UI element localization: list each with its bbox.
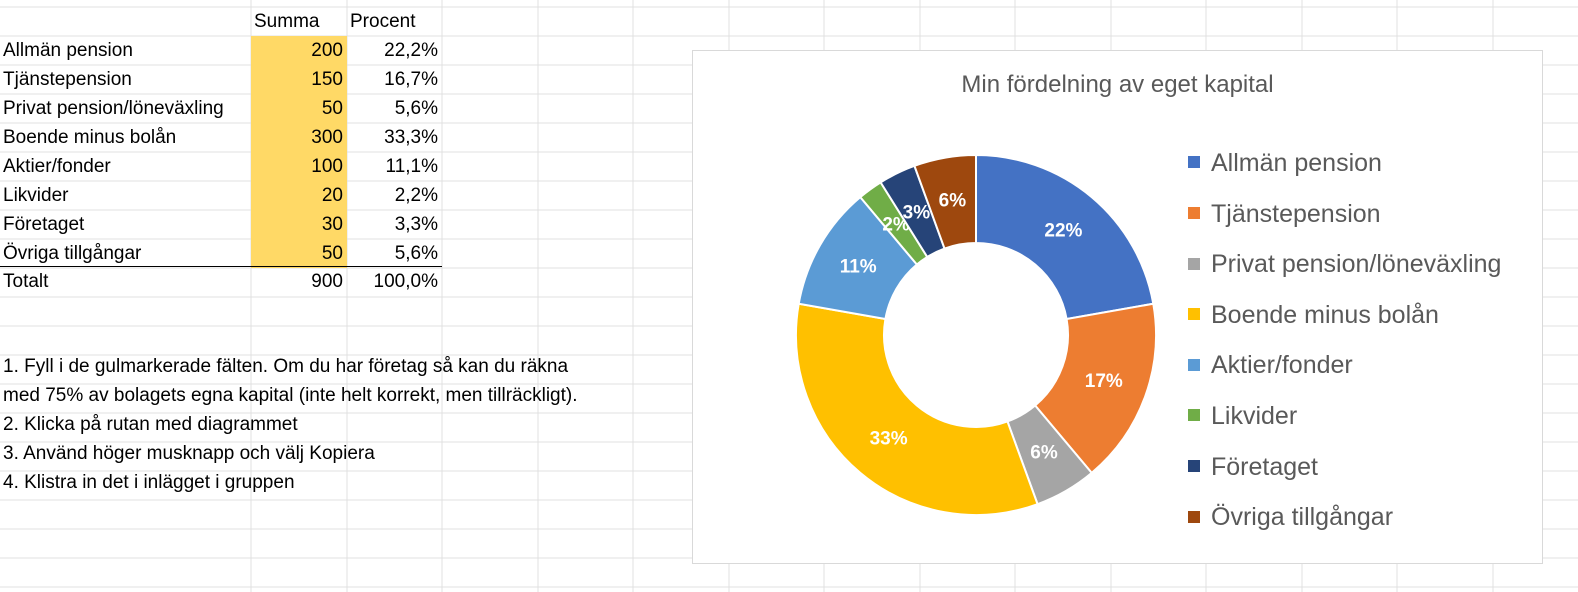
instruction-line-2[interactable]: med 75% av bolagets egna kapital (inte h… [3, 385, 578, 406]
slice-data-label: 22% [1044, 220, 1082, 241]
legend-label: Övriga tillgångar [1211, 503, 1394, 532]
legend-swatch [1188, 206, 1200, 219]
row-procent[interactable]: 33,3% [384, 127, 438, 148]
legend-entry: Aktier/fonder [1188, 350, 1353, 380]
legend-label: Aktier/fonder [1211, 351, 1353, 380]
legend-swatch [1188, 257, 1200, 270]
donut-slice [975, 153, 1155, 321]
legend-entry: Allmän pension [1188, 148, 1382, 178]
legend-swatch [1188, 156, 1200, 169]
row-summa[interactable]: 200 [251, 36, 347, 65]
row-summa[interactable]: 20 [251, 181, 347, 210]
total-label[interactable]: Totalt [0, 266, 251, 295]
row-procent[interactable]: 11,1% [385, 156, 438, 177]
row-summa[interactable]: 150 [251, 65, 347, 94]
legend-entry: Övriga tillgångar [1188, 502, 1393, 532]
legend-swatch [1188, 308, 1200, 321]
legend-label: Boende minus bolån [1211, 300, 1439, 329]
total-procent[interactable]: 100,0% [347, 266, 442, 295]
instruction-line-4[interactable]: 3. Använd höger musknapp och välj Kopier… [3, 443, 375, 464]
slice-data-label: 6% [939, 191, 967, 212]
instruction-line-1[interactable]: 1. Fyll i de gulmarkerade fälten. Om du … [3, 356, 569, 377]
legend-label: Tjänstepension [1211, 199, 1381, 228]
legend-label: Likvider [1211, 402, 1298, 430]
row-procent[interactable]: 5,6% [394, 243, 438, 264]
row-label[interactable]: Allmän pension [3, 40, 133, 61]
row-label[interactable]: Företaget [3, 214, 85, 235]
legend-swatch [1188, 510, 1200, 523]
row-procent[interactable]: 3,3% [394, 214, 438, 235]
legend-label: Allmän pension [1211, 149, 1382, 177]
row-procent[interactable]: 2,2% [394, 185, 438, 206]
legend-swatch [1188, 409, 1200, 422]
legend-label: Privat pension/löneväxling [1211, 250, 1502, 279]
legend-entry: Företaget [1188, 452, 1318, 482]
legend-label: Företaget [1211, 452, 1319, 481]
chart-title: Min fördelning av eget kapital [961, 71, 1274, 98]
header-procent[interactable]: Procent [350, 11, 416, 32]
instruction-line-5[interactable]: 4. Klistra in det i inlägget i gruppen [3, 472, 295, 493]
slice-data-label: 33% [870, 429, 908, 450]
donut-chart[interactable]: Min fördelning av eget kapital 22% 17% 6% 3… [692, 50, 1543, 564]
slice-data-label: 3% [903, 202, 931, 223]
slice-data-label: 11% [840, 257, 877, 278]
row-label[interactable]: Likvider [3, 185, 69, 206]
legend-swatch [1188, 358, 1200, 371]
row-label[interactable]: Tjänstepension [3, 69, 132, 90]
row-procent[interactable]: 16,7% [384, 69, 438, 90]
row-label[interactable]: Övriga tillgångar [3, 243, 142, 264]
row-summa[interactable]: 300 [251, 123, 347, 152]
donut-slice [913, 153, 977, 250]
row-summa[interactable]: 50 [251, 94, 347, 123]
row-label[interactable]: Privat pension/löneväxling [3, 98, 224, 119]
row-label[interactable]: Boende minus bolån [3, 127, 177, 148]
legend-entry: Privat pension/löneväxling [1188, 249, 1501, 279]
total-summa[interactable]: 900 [251, 266, 347, 295]
donut-slice [795, 302, 1039, 516]
legend-entry: Boende minus bolån [1188, 300, 1439, 330]
row-summa[interactable]: 30 [251, 210, 347, 239]
row-procent[interactable]: 22,2% [384, 40, 438, 61]
header-summa[interactable]: Summa [254, 11, 320, 32]
row-procent[interactable]: 5,6% [394, 98, 438, 119]
legend-entry: Likvider [1188, 401, 1297, 431]
slice-data-label: 17% [1085, 371, 1123, 392]
legend-entry: Tjänstepension [1188, 199, 1381, 229]
donut-plot: 22%17%6%33%11%2%3%6% [795, 153, 1157, 516]
row-summa[interactable]: 50 [251, 239, 347, 268]
slice-data-label: 6% [1030, 442, 1058, 463]
legend-swatch [1188, 459, 1200, 472]
instruction-line-3[interactable]: 2. Klicka på rutan med diagrammet [3, 414, 298, 435]
row-summa[interactable]: 100 [251, 152, 347, 181]
row-label[interactable]: Aktier/fonder [3, 156, 111, 177]
